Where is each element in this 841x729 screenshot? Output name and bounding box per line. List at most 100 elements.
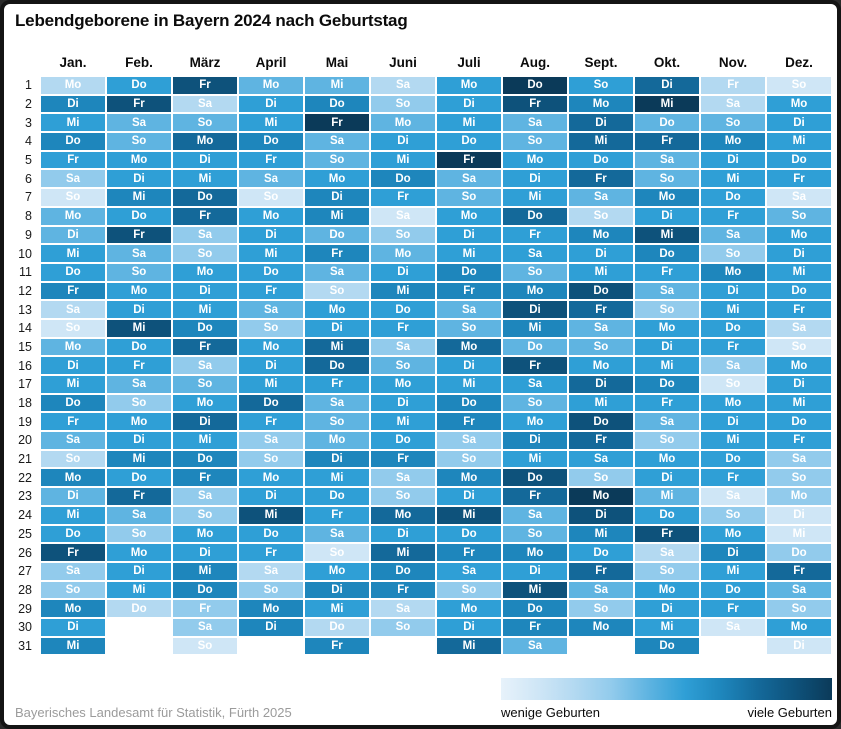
heatmap-cell: Di (436, 487, 502, 506)
heatmap-cell: Mo (700, 262, 766, 282)
heatmap-cell: So (304, 281, 370, 301)
heatmap-cell: Do (700, 580, 766, 600)
heatmap-cell: Mo (106, 281, 172, 301)
day-row-label: 31 (18, 638, 32, 653)
heatmap-cell: Mo (502, 543, 568, 562)
heatmap-cell: Di (700, 150, 766, 170)
heatmap-cell: Fr (436, 412, 502, 432)
heatmap-cell: Do (238, 262, 304, 282)
heatmap-cell: Sa (568, 580, 634, 600)
month-header-dez: Dez. (785, 54, 813, 70)
heatmap-cell: Do (436, 262, 502, 282)
heatmap-cell: Mi (700, 169, 766, 189)
heatmap-cell: So (238, 449, 304, 469)
heatmap-cell: So (568, 468, 634, 488)
heatmap-cell: So (568, 599, 634, 618)
heatmap-cell: So (766, 599, 832, 618)
heatmap-cell: Sa (502, 375, 568, 394)
heatmap-cell: Do (700, 449, 766, 469)
heatmap-cell: So (238, 188, 304, 207)
heatmap-cell: Do (634, 505, 700, 525)
month-header-juni: Juni (389, 54, 417, 70)
heatmap-cell: Mi (766, 393, 832, 413)
heatmap-cell: Di (40, 94, 106, 114)
heatmap-cell: Di (40, 617, 106, 637)
month-header-jan: Jan. (59, 54, 87, 70)
heatmap-cell: Di (700, 281, 766, 301)
heatmap-cell: Fr (40, 543, 106, 562)
heatmap-cell: Mi (700, 300, 766, 319)
heatmap-cell: Sa (634, 543, 700, 562)
heatmap-cell: Di (40, 225, 106, 245)
heatmap-cell: Mi (766, 262, 832, 282)
heatmap-cell: Fr (304, 244, 370, 263)
heatmap-cell: Mi (106, 318, 172, 338)
day-row-label: 2 (25, 97, 32, 112)
heatmap-cell: Do (106, 337, 172, 357)
heatmap-cell: Sa (40, 300, 106, 319)
heatmap-cell: Sa (700, 356, 766, 375)
day-row-label: 10 (18, 246, 32, 261)
heatmap-cell: So (436, 580, 502, 600)
heatmap-cell: So (568, 337, 634, 357)
heatmap-cell: Fr (634, 262, 700, 282)
heatmap-cell: Fr (766, 300, 832, 319)
heatmap-cell: Mo (304, 431, 370, 450)
heatmap-cell: So (436, 449, 502, 469)
heatmap-cell: Sa (172, 487, 238, 506)
heatmap-cell: So (106, 262, 172, 282)
heatmap-cell: Sa (766, 580, 832, 600)
heatmap-cell: Mi (502, 188, 568, 207)
heatmap-cell: Do (568, 150, 634, 170)
heatmap-cell: Fr (370, 449, 436, 469)
heatmap-cell: Do (502, 76, 568, 95)
heatmap-cell: Mi (172, 561, 238, 581)
heatmap-cell: Do (106, 599, 172, 618)
heatmap-cell: Do (502, 206, 568, 226)
heatmap-cell: Mo (634, 188, 700, 207)
heatmap-cell: Fr (238, 543, 304, 562)
heatmap-cell: So (370, 225, 436, 245)
heatmap-cell: Sa (766, 188, 832, 207)
day-row-label: 15 (18, 339, 32, 354)
heatmap-cell: So (568, 76, 634, 95)
heatmap-cell: So (106, 393, 172, 413)
heatmap-cell: Mi (568, 524, 634, 544)
heatmap-cell: Di (238, 94, 304, 114)
heatmap-cell: Sa (568, 318, 634, 338)
heatmap-cell: Fr (106, 356, 172, 375)
heatmap-cell: Sa (568, 188, 634, 207)
heatmap-cell: Do (568, 543, 634, 562)
heatmap-cell: Fr (172, 468, 238, 488)
heatmap-cell: Mo (172, 132, 238, 151)
day-row-label: 29 (18, 601, 32, 616)
heatmap-cell: So (634, 169, 700, 189)
heatmap-cell: Mo (304, 300, 370, 319)
heatmap-cell: Di (568, 505, 634, 525)
day-row-label: 24 (18, 508, 32, 523)
heatmap-cell: Mi (370, 412, 436, 432)
heatmap-cell: Sa (106, 375, 172, 394)
heatmap-cell: Sa (238, 561, 304, 581)
heatmap-cell: Sa (40, 431, 106, 450)
month-header-sept: Sept. (584, 54, 618, 70)
heatmap-cell: Sa (304, 262, 370, 282)
month-header-feb: Feb. (125, 54, 153, 70)
heatmap-cell: Mi (766, 132, 832, 151)
heatmap-cell: Do (634, 113, 700, 133)
heatmap-cell: Mo (436, 337, 502, 357)
heatmap-cell: Mi (40, 636, 106, 656)
heatmap-cell: Sa (238, 300, 304, 319)
heatmap-cell: So (40, 318, 106, 338)
day-row-label: 18 (18, 396, 32, 411)
heatmap-cell: Di (370, 262, 436, 282)
heatmap-cell: So (172, 375, 238, 394)
heatmap-cell: So (106, 524, 172, 544)
heatmap-cell: Do (40, 524, 106, 544)
heatmap-cell: Mi (370, 150, 436, 170)
heatmap-cell: Do (304, 225, 370, 245)
heatmap-cell: Di (370, 393, 436, 413)
day-row-label: 16 (18, 358, 32, 373)
heatmap-cell: Mi (370, 543, 436, 562)
heatmap-cell: Fr (568, 300, 634, 319)
